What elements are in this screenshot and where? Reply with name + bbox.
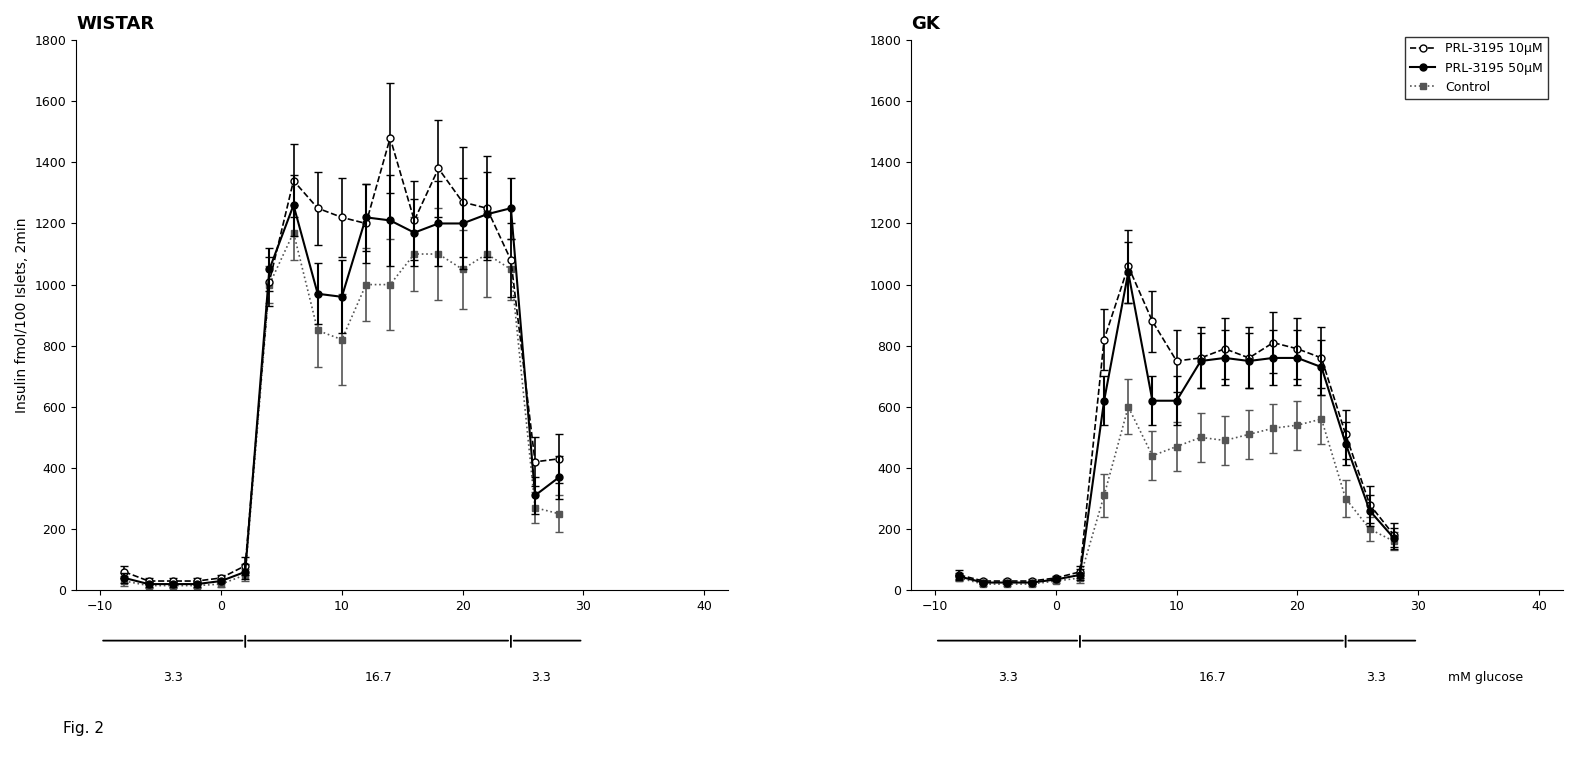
Text: 16.7: 16.7 — [365, 671, 391, 684]
Text: WISTAR: WISTAR — [76, 15, 155, 33]
Text: 3.3: 3.3 — [1367, 671, 1385, 684]
Legend: PRL-3195 10μM, PRL-3195 50μM, Control: PRL-3195 10μM, PRL-3195 50μM, Control — [1406, 37, 1548, 99]
Text: 3.3: 3.3 — [163, 671, 183, 684]
Text: Fig. 2: Fig. 2 — [63, 722, 104, 736]
Text: mM glucose: mM glucose — [1449, 671, 1523, 684]
Text: GK: GK — [911, 15, 939, 33]
Text: 3.3: 3.3 — [997, 671, 1018, 684]
Y-axis label: Insulin fmol/100 Islets, 2min: Insulin fmol/100 Islets, 2min — [16, 217, 28, 413]
Text: 16.7: 16.7 — [1199, 671, 1226, 684]
Text: 3.3: 3.3 — [532, 671, 551, 684]
